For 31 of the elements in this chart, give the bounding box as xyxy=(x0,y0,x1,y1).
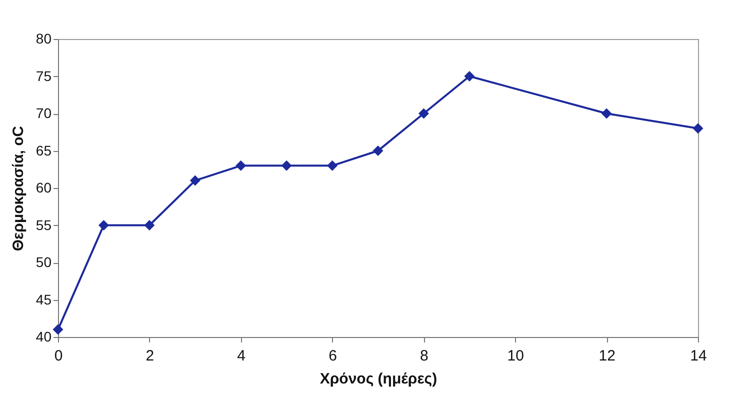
point xyxy=(281,160,292,171)
y-tick-label: 65 xyxy=(36,142,52,158)
y-tick-label: 40 xyxy=(36,328,52,344)
point xyxy=(52,324,64,335)
y-tick-label: 75 xyxy=(36,68,52,84)
point xyxy=(98,220,109,230)
x-tick-label: 4 xyxy=(237,348,246,364)
point xyxy=(692,123,704,134)
point xyxy=(236,160,246,171)
x-tick-label: 8 xyxy=(420,348,428,364)
x-axis-title: Χρόνος (ημέρες) xyxy=(320,370,438,388)
y-tick-label: 50 xyxy=(36,254,52,270)
y-tick-label: 55 xyxy=(36,216,52,233)
y-axis-title: Θερμοκρασία, oC xyxy=(10,126,27,252)
point xyxy=(418,108,429,119)
point xyxy=(144,220,155,230)
point xyxy=(372,146,384,156)
y-tick-label: 45 xyxy=(36,291,52,308)
y-tick-label: 60 xyxy=(36,180,52,196)
x-tick-label: 6 xyxy=(328,348,337,364)
point xyxy=(327,160,338,171)
x-tick-label: 2 xyxy=(146,348,154,364)
y-tick-label: 80 xyxy=(36,30,52,46)
y-tick-label: 70 xyxy=(36,105,52,121)
x-tick-label: 10 xyxy=(507,348,524,364)
point xyxy=(190,175,200,186)
x-tick-label: 14 xyxy=(690,348,707,364)
x-tick-label: 0 xyxy=(54,348,63,364)
point xyxy=(601,108,612,119)
x-tick-label: 12 xyxy=(598,348,616,364)
point xyxy=(464,71,475,82)
